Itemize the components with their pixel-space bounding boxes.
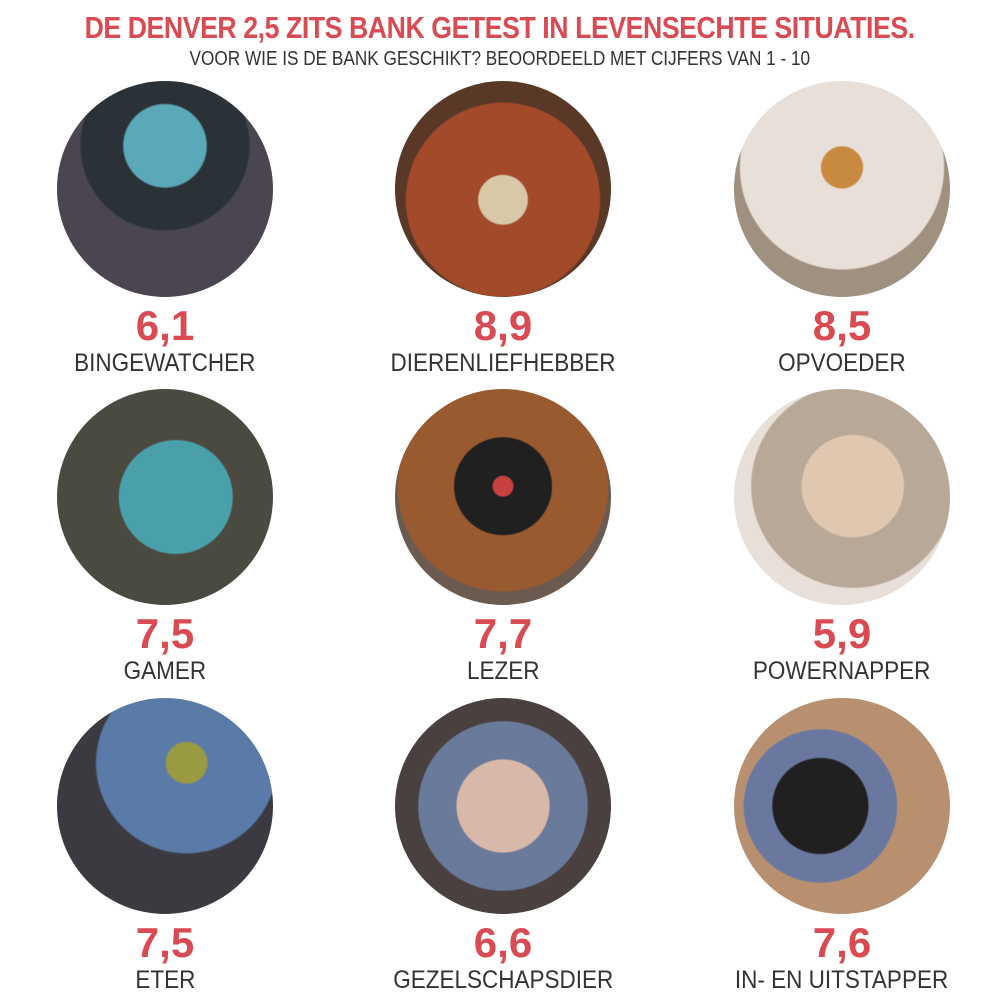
- rating-card: 7,5 ETER: [15, 698, 315, 994]
- rating-card: 8,5 OPVOEDER: [692, 81, 992, 377]
- persona-label: POWERNAPPER: [753, 657, 931, 685]
- rating-card: 7,6 IN- EN UITSTAPPER: [692, 698, 992, 994]
- score: 6,6: [473, 919, 533, 966]
- rating-card: 8,9 DIERENLIEFHEBBER: [353, 81, 653, 377]
- persona-label: GAMER: [123, 657, 207, 685]
- score: 7,5: [135, 919, 195, 966]
- photo-man-gaming-with-headset: [57, 389, 273, 605]
- persona-label: OPVOEDER: [778, 349, 906, 377]
- score: 7,5: [135, 610, 195, 657]
- rating-card: 6,1 BINGEWATCHER: [15, 81, 315, 377]
- persona-label: GEZELSCHAPSDIER: [392, 966, 614, 994]
- rating-card: 7,7 LEZER: [353, 389, 653, 685]
- photo-children-jumping-on-sofa: [734, 81, 950, 297]
- rating-card: 5,9 POWERNAPPER: [692, 389, 992, 685]
- page-title: DE DENVER 2,5 ZITS BANK GETEST IN LEVENS…: [84, 10, 916, 45]
- persona-label: DIERENLIEFHEBBER: [390, 349, 616, 377]
- persona-label: BINGEWATCHER: [74, 349, 256, 377]
- rating-card: 6,6 GEZELSCHAPSDIER: [353, 698, 653, 994]
- photo-man-eating-bowl: [57, 698, 273, 914]
- score: 6,1: [135, 302, 195, 349]
- photo-friends-talking-on-sofa: [395, 698, 611, 914]
- persona-label: IN- EN UITSTAPPER: [735, 966, 949, 994]
- score: 8,5: [812, 302, 872, 349]
- page-subtitle: VOOR WIE IS DE BANK GESCHIKT? BEOORDEELD…: [189, 48, 811, 70]
- photo-couple-watching-tv: [57, 81, 273, 297]
- score: 5,9: [812, 610, 872, 657]
- rating-card: 7,5 GAMER: [15, 389, 315, 685]
- photo-woman-with-dog-on-sofa: [395, 81, 611, 297]
- persona-label: ETER: [134, 966, 196, 994]
- score: 8,9: [473, 302, 533, 349]
- score: 7,6: [812, 919, 872, 966]
- photo-man-getting-up-from-sofa: [734, 698, 950, 914]
- score: 7,7: [473, 610, 533, 657]
- persona-label: LEZER: [466, 657, 540, 685]
- photo-woman-napping: [734, 389, 950, 605]
- photo-man-reading-book: [395, 389, 611, 605]
